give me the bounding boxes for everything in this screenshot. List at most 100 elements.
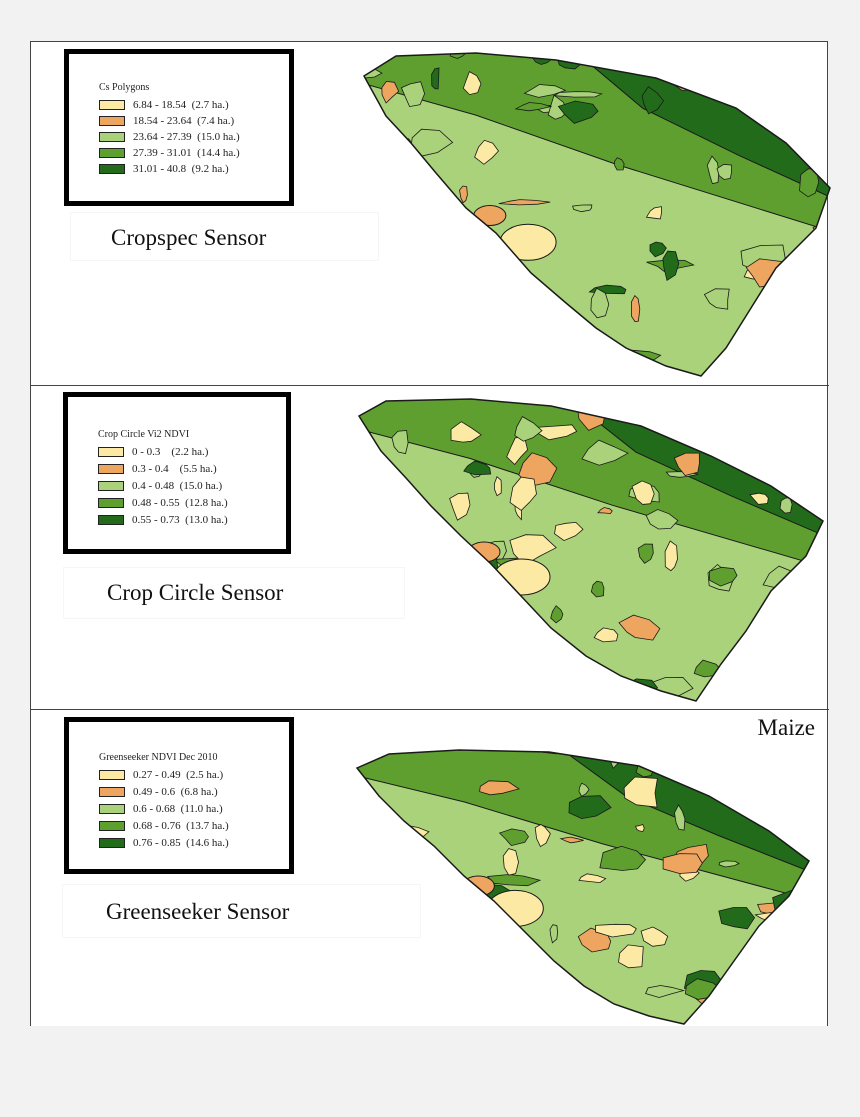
field-map <box>357 398 824 702</box>
zone-polygon <box>498 199 551 206</box>
zone-polygon <box>581 439 629 466</box>
zone-polygon <box>645 206 662 220</box>
legend-item: 0.3 - 0.4 (5.5 ha.) <box>98 463 217 475</box>
zone-polygon <box>649 241 667 258</box>
zone-polygon <box>366 919 394 941</box>
zone-polygon <box>578 782 590 797</box>
legend-item: 0.4 - 0.48 (15.0 ha.) <box>98 480 222 492</box>
zone-polygon <box>752 784 771 819</box>
zone-polygon <box>382 261 409 276</box>
zone-polygon <box>387 636 400 659</box>
legend-swatch <box>98 447 124 457</box>
legend-area: (5.5 ha.) <box>179 463 217 475</box>
zone-polygon <box>384 615 436 625</box>
zone-polygon <box>749 492 769 505</box>
zone-polygon <box>364 227 392 240</box>
zone-polygon <box>438 977 473 987</box>
zone-polygon <box>731 72 740 86</box>
legend-box: Greenseeker NDVI Dec 2010 0.27 - 0.49 (2… <box>64 717 294 874</box>
zone-polygon <box>373 596 393 616</box>
panel-crop-circle: Crop Circle Vi2 NDVI 0 - 0.3 (2.2 ha.) 0… <box>31 386 829 709</box>
zone-polygon <box>449 492 471 521</box>
zone-polygon <box>550 605 564 624</box>
field-boundary <box>363 52 831 377</box>
legend-area: (15.0 ha.) <box>197 131 240 143</box>
zone-polygon <box>718 860 740 868</box>
legend-area: (12.8 ha.) <box>185 497 228 509</box>
field-boundary <box>355 749 810 1025</box>
legend-range: 0.48 - 0.55 <box>132 497 180 509</box>
zone-polygon <box>509 476 537 511</box>
zone-polygon <box>621 698 643 701</box>
zone-polygon <box>792 402 816 413</box>
zone-polygon <box>599 845 647 871</box>
zone-polygon <box>554 521 584 542</box>
zone-polygon <box>462 71 482 96</box>
legend-item: 0.48 - 0.55 (12.8 ha.) <box>98 497 228 509</box>
zone-polygon <box>364 316 376 339</box>
zone-polygon <box>378 524 391 555</box>
zone-polygon <box>502 848 519 876</box>
zone-polygon <box>664 540 678 572</box>
legend-area: (15.0 ha.) <box>179 480 223 492</box>
zone-polygon <box>645 985 686 998</box>
zone-polygon <box>364 350 395 375</box>
legend-item: 18.54 - 23.64 (7.4 ha.) <box>99 115 234 127</box>
zone-polygon <box>383 134 399 152</box>
zone-polygon <box>499 223 557 261</box>
zone-polygon <box>641 86 665 115</box>
zone-polygon <box>760 604 772 628</box>
legend-range: 0.49 - 0.6 <box>133 786 176 798</box>
zone-polygon <box>509 678 546 689</box>
zone-polygon <box>623 776 658 808</box>
sensor-label-box: Greenseeker Sensor <box>63 885 420 937</box>
zone-polygon <box>504 362 542 376</box>
zone-polygon <box>747 693 760 701</box>
figure-frame: Cs Polygons 6.84 - 18.54 (2.7 ha.) 18.54… <box>30 41 831 1026</box>
zone-polygon <box>501 938 536 965</box>
legend-range: 18.54 - 23.64 <box>133 115 192 127</box>
legend-area: (7.4 ha.) <box>197 115 235 127</box>
zone-polygon <box>797 64 815 76</box>
zone-polygon <box>635 756 656 778</box>
legend-area: (2.2 ha.) <box>171 446 209 458</box>
legend-swatch <box>99 100 125 110</box>
zone-polygon <box>457 334 501 349</box>
zone-polygon <box>752 999 786 1009</box>
zone-polygon <box>400 961 443 971</box>
legend-range: 0.6 - 0.68 <box>133 803 176 815</box>
zone-polygon <box>647 53 678 81</box>
zone-polygon <box>703 288 730 310</box>
panel-divider <box>31 709 829 710</box>
legend-range: 0.3 - 0.4 <box>132 463 169 475</box>
sensor-label-box: Cropspec Sensor <box>71 213 378 260</box>
zone-polygon <box>584 53 596 58</box>
legend-item: 0.6 - 0.68 (11.0 ha.) <box>99 803 223 815</box>
zone-polygon <box>572 204 593 213</box>
zone-polygon <box>394 540 422 557</box>
zone-polygon <box>534 824 551 848</box>
zone-polygon <box>469 358 495 376</box>
zone-polygon <box>411 995 439 1008</box>
zone-polygon <box>405 359 415 374</box>
zone-polygon <box>696 399 746 403</box>
zone-polygon <box>459 185 468 204</box>
legend-box: Crop Circle Vi2 NDVI 0 - 0.3 (2.2 ha.) 0… <box>63 392 291 554</box>
field-map <box>355 749 810 1025</box>
zone-polygon <box>431 67 440 90</box>
zone-polygon <box>565 684 590 698</box>
zone-polygon <box>523 84 567 98</box>
legend-item: 27.39 - 31.01 (14.4 ha.) <box>99 147 240 159</box>
legend-range: 0.4 - 0.48 <box>132 480 175 492</box>
zone-polygon <box>820 305 830 316</box>
zone-polygon <box>559 836 584 844</box>
zone-polygon <box>400 81 426 108</box>
zone-polygon <box>514 102 553 112</box>
legend-swatch <box>99 821 125 831</box>
zone-polygon <box>367 899 401 911</box>
zone-polygon <box>765 307 822 339</box>
zone-polygon <box>613 157 625 171</box>
legend-swatch <box>99 164 125 174</box>
zone-polygon <box>568 795 612 820</box>
legend-swatch <box>99 787 125 797</box>
